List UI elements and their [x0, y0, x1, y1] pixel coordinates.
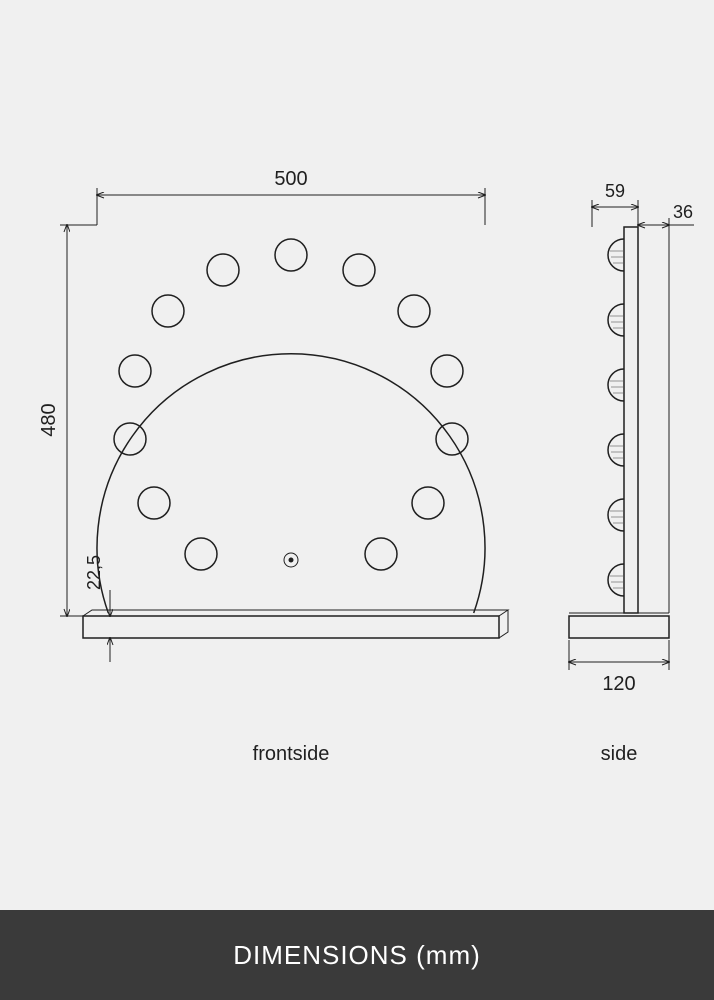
- dim-base-height: 22,5: [83, 555, 110, 662]
- footer-title: DIMENSIONS (mm): [233, 940, 481, 971]
- page: 500 480 22,5 frontside: [0, 0, 714, 1000]
- center-button-icon: [284, 553, 298, 567]
- footer-bar: DIMENSIONS (mm): [0, 910, 714, 1000]
- dim-width: 500: [97, 168, 485, 225]
- dim-side-offset-value: 36: [673, 202, 693, 222]
- dim-width-value: 500: [274, 168, 307, 190]
- front-bulbs: [114, 239, 468, 570]
- front-base: [83, 610, 508, 638]
- side-bulbs: [608, 239, 624, 596]
- dim-height-value: 480: [38, 403, 60, 436]
- side-panel: [624, 227, 638, 613]
- technical-drawing-svg: 500 480 22,5 frontside: [0, 0, 714, 910]
- front-label: frontside: [253, 743, 330, 765]
- dim-base-h-value: 22,5: [84, 555, 104, 590]
- side-label: side: [601, 743, 638, 765]
- drawing-area: 500 480 22,5 frontside: [0, 0, 714, 910]
- dim-base-depth: 120: [569, 640, 669, 695]
- dim-side-top-value: 59: [605, 181, 625, 201]
- dim-base-depth-value: 120: [602, 673, 635, 695]
- mirror-outline: [97, 354, 485, 613]
- dim-side-top: 59: [592, 181, 638, 227]
- side-base: [569, 613, 669, 638]
- dim-side-offset: 36: [638, 202, 694, 613]
